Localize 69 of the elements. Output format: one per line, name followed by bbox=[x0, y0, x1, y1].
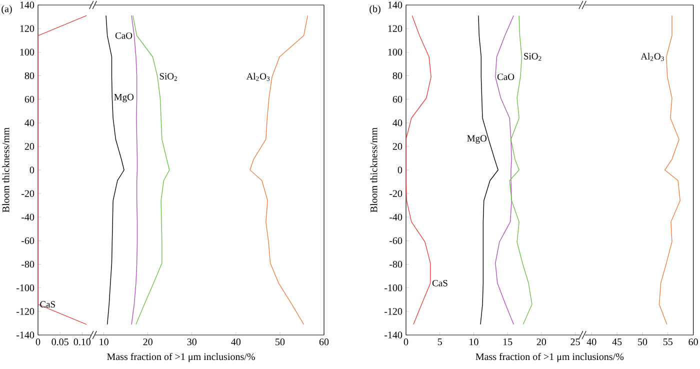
x-tick-label: 15 bbox=[503, 338, 512, 346]
y-tick-label: 40 bbox=[24, 119, 34, 126]
x-tick-label: 60 bbox=[319, 338, 329, 346]
x-tick-label: 0 bbox=[404, 338, 408, 346]
x-tick-label: 0.10 bbox=[74, 338, 91, 346]
y-tick-label: 60 bbox=[24, 96, 34, 103]
x-axis-title: Mass fraction of >1 μm inclusions/% bbox=[476, 352, 624, 362]
series-label: CaS bbox=[432, 280, 448, 286]
y-tick-label: 140 bbox=[388, 2, 402, 8]
y-tick-label: -80 bbox=[390, 260, 402, 268]
y-tick-label: -60 bbox=[390, 237, 402, 244]
y-tick-label: 20 bbox=[392, 143, 402, 150]
x-tick-label: 0 bbox=[36, 338, 40, 346]
line-series bbox=[406, 15, 432, 325]
y-tick-label: -140 bbox=[384, 332, 402, 338]
y-tick-label: -140 bbox=[16, 332, 34, 338]
y-tick-label: 0 bbox=[30, 166, 34, 174]
series-label: MgO bbox=[114, 94, 134, 102]
series-label: SiO$_{2}$ bbox=[160, 73, 177, 81]
series-label: MgO bbox=[467, 135, 487, 144]
y-tick-label: -100 bbox=[16, 284, 34, 292]
series-label: Al$_{2}$O$_{3}$ bbox=[246, 72, 270, 81]
y-tick-label: 100 bbox=[20, 48, 34, 56]
y-tick-label: 80 bbox=[24, 72, 34, 80]
chart-title: (b) bbox=[370, 5, 380, 14]
x-axis-title: Mass fraction of >1 μm inclusions/% bbox=[107, 352, 255, 362]
y-tick-label: 100 bbox=[388, 48, 402, 56]
line-series bbox=[495, 15, 514, 325]
y-tick-label: 120 bbox=[20, 25, 34, 32]
y-tick-label: -40 bbox=[390, 214, 402, 221]
y-tick-label: -80 bbox=[22, 260, 34, 268]
x-tick-label: 40 bbox=[231, 338, 241, 346]
x-tick-label: 20 bbox=[143, 338, 152, 346]
series-label: CaO bbox=[497, 74, 514, 80]
x-tick-label: 0.05 bbox=[52, 338, 68, 346]
y-tick-label: -20 bbox=[22, 190, 34, 197]
x-tick-label: 50 bbox=[638, 338, 648, 346]
line-series bbox=[38, 15, 87, 325]
y-tick-label: -40 bbox=[22, 214, 34, 221]
y-tick-label: -120 bbox=[16, 308, 34, 315]
x-tick-label: 20 bbox=[536, 338, 546, 346]
y-axis-title: Bloom thickness/mm bbox=[2, 128, 10, 212]
y-tick-label: 140 bbox=[20, 2, 34, 8]
y-axis-title: Bloom thickness/mm bbox=[370, 128, 378, 212]
x-tick-label: 40 bbox=[586, 338, 596, 346]
x-tick-label: 60 bbox=[688, 338, 698, 346]
x-tick-label: 30 bbox=[187, 338, 197, 346]
x-tick-label: 10 bbox=[100, 338, 108, 346]
y-tick-label: -20 bbox=[390, 190, 402, 197]
series-label: CaS bbox=[40, 301, 55, 308]
series-label: SiO$_{2}$ bbox=[524, 53, 542, 61]
y-tick-label: 120 bbox=[388, 25, 402, 32]
x-tick-label: 10 bbox=[470, 338, 478, 346]
y-tick-label: 40 bbox=[392, 119, 402, 126]
y-tick-label: 80 bbox=[392, 72, 402, 80]
x-tick-label: 55 bbox=[663, 338, 672, 346]
y-tick-label: -100 bbox=[384, 284, 402, 292]
y-tick-label: -60 bbox=[22, 237, 34, 244]
y-tick-label: 60 bbox=[392, 96, 402, 103]
chart-title: (a) bbox=[2, 5, 12, 14]
x-tick-label: 50 bbox=[276, 338, 285, 346]
x-tick-label: 45 bbox=[612, 338, 622, 346]
y-tick-label: 20 bbox=[24, 143, 34, 150]
x-tick-label: 25 bbox=[570, 338, 580, 346]
x-tick-label: 5 bbox=[438, 338, 442, 346]
series-label: CaO bbox=[115, 32, 132, 39]
series-label: Al$_{2}$O$_{3}$ bbox=[640, 52, 664, 61]
y-tick-label: -120 bbox=[384, 308, 402, 315]
y-tick-label: 0 bbox=[398, 166, 402, 174]
